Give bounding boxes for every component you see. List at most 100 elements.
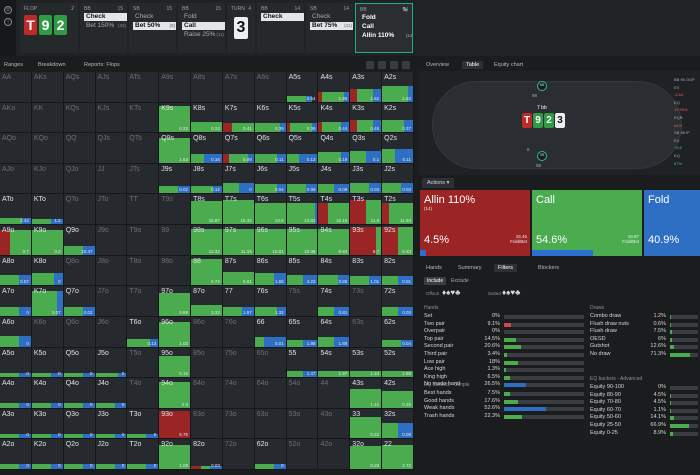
hand-cell[interactable]: A6s: [254, 72, 287, 103]
strip-action[interactable]: Check: [84, 13, 127, 21]
seat-bb[interactable]: BB: [537, 81, 547, 91]
action-fold[interactable]: Fold 40.9%: [644, 190, 700, 256]
seat-sb[interactable]: SB: [537, 151, 547, 161]
filter-row[interactable]: Flush draw nuts 0.6%: [590, 321, 698, 328]
hand-cell[interactable]: K5o 0: [31, 347, 64, 379]
hand-cell[interactable]: 42s 0.25: [382, 378, 414, 409]
filter-row[interactable]: Weak hands 52.6%: [424, 405, 584, 412]
hand-cell[interactable]: 62s 0.04: [382, 316, 414, 348]
tab-blockers[interactable]: Blockers: [538, 265, 560, 271]
hand-cell[interactable]: J4o 0: [95, 378, 128, 409]
hand-cell[interactable]: T9s: [159, 194, 192, 226]
hand-cell[interactable]: 83s 1.01: [350, 255, 383, 287]
filter-row[interactable]: Equity 0-25 8.9%: [590, 430, 698, 437]
hand-cell[interactable]: J7s 0: [222, 163, 255, 195]
hand-cell[interactable]: K7o 0.07: [31, 286, 64, 317]
view-mode-icon[interactable]: [366, 61, 374, 69]
hand-cell[interactable]: 94s 8.84: [318, 225, 351, 256]
hand-cell[interactable]: 33 0.22: [350, 408, 383, 440]
hand-cell[interactable]: K2o 0: [31, 439, 64, 470]
hand-cell[interactable]: 72o: [222, 439, 255, 470]
hand-cell[interactable]: 53s 1.24: [350, 347, 383, 379]
include-toggle[interactable]: Include: [424, 277, 447, 285]
hand-cell[interactable]: Q4s 0.19: [318, 133, 351, 164]
hand-cell[interactable]: QTo: [63, 194, 96, 226]
filter-row[interactable]: Overpair 0%: [424, 328, 584, 335]
hand-cell[interactable]: K9o 0.3: [31, 225, 64, 256]
hand-cell[interactable]: 93s 6.7: [350, 225, 383, 256]
hand-cell[interactable]: K4s 0.44: [318, 102, 351, 134]
hand-cell[interactable]: T3s 11.8: [350, 194, 383, 226]
hand-cell[interactable]: 73o: [222, 408, 255, 440]
hand-cell[interactable]: A7s: [222, 72, 255, 103]
hand-cell[interactable]: Q5s 0.13: [286, 133, 319, 164]
hand-cell[interactable]: 74s 0.81: [318, 286, 351, 317]
hand-cell[interactable]: JJ: [95, 163, 128, 195]
hand-cell[interactable]: 82o 0.03: [191, 439, 223, 470]
hand-cell[interactable]: J9s 0.02: [159, 163, 192, 195]
hand-cell[interactable]: T3o 0: [127, 408, 160, 440]
strip-action[interactable]: Check: [310, 13, 353, 21]
strip-node[interactable]: BB 14 Check: [257, 3, 304, 53]
ranges-tab[interactable]: Ranges: [4, 62, 23, 68]
hand-cell[interactable]: J8s 0.12: [191, 163, 223, 195]
strip-node[interactable]: BB 15 Fold Call Raise 25% (11): [178, 3, 225, 53]
hand-cell[interactable]: T5s 13.83: [286, 194, 319, 226]
settings-icon[interactable]: ⚙: [4, 6, 12, 14]
strip-action[interactable]: Bet 75% (11): [310, 22, 353, 30]
hand-cell[interactable]: 86s 1.58: [254, 255, 287, 287]
hand-cell[interactable]: A3o 0: [0, 408, 32, 440]
hand-cell[interactable]: T8s 15.87: [191, 194, 223, 226]
hand-cell[interactable]: J3o 0: [95, 408, 128, 440]
hand-cell[interactable]: 75o: [222, 347, 255, 379]
reports-dropdown[interactable]: Reports: Flops: [84, 62, 120, 68]
hand-cell[interactable]: K3o 0: [31, 408, 64, 440]
hand-cell[interactable]: A8o 0.07: [0, 255, 32, 287]
hand-cell[interactable]: A4o 0: [0, 378, 32, 409]
edit-icon[interactable]: ✎: [402, 7, 408, 14]
filter-row[interactable]: Good hands 17.6%: [424, 398, 584, 405]
hand-cell[interactable]: AQo: [0, 133, 32, 164]
filter-row[interactable]: Best hands 7.5%: [424, 390, 584, 397]
hand-cell[interactable]: K7s 0.41: [222, 102, 255, 134]
hand-cell[interactable]: AKs: [31, 72, 64, 103]
hand-cell[interactable]: 72s 0.03: [382, 286, 414, 317]
strip-action[interactable]: Bet 150% (33): [84, 22, 127, 30]
hand-cell[interactable]: Q2s 0.11: [382, 133, 414, 164]
hand-cell[interactable]: Q9s 1.63: [159, 133, 192, 164]
filter-row[interactable]: Low pair 18%: [424, 359, 584, 366]
strip-action[interactable]: Raise 25% (11): [182, 31, 225, 39]
hand-cell[interactable]: 44: [318, 378, 351, 409]
hand-cell[interactable]: A2s 1.62: [382, 72, 414, 103]
hand-cell[interactable]: 95o 5.15: [159, 347, 192, 379]
hand-cell[interactable]: 62o 0: [254, 439, 287, 470]
tab-table[interactable]: Table: [462, 61, 484, 69]
filter-row[interactable]: Equity 50-60 14.1%: [590, 414, 698, 421]
suited-suit-icons[interactable]: ♦♠♥♣: [502, 288, 521, 297]
hand-cell[interactable]: 43o: [318, 408, 351, 440]
hand-cell[interactable]: K9s 0.23: [159, 102, 192, 134]
info-icon[interactable]: i: [4, 18, 12, 26]
hand-cell[interactable]: J8o: [95, 255, 128, 287]
hand-cell[interactable]: KTs: [127, 102, 160, 134]
strip-action[interactable]: Check: [261, 13, 304, 21]
hand-cell[interactable]: 76o: [222, 316, 255, 348]
hand-cell[interactable]: J7o: [95, 286, 128, 317]
filter-row[interactable]: Equity 70-80 4.5%: [590, 399, 698, 406]
hand-cell[interactable]: J5s 0.09: [286, 163, 319, 195]
view-mode-icon[interactable]: [390, 61, 398, 69]
hand-cell[interactable]: 97s 11.19: [222, 225, 255, 256]
hand-cell[interactable]: 88 6.74: [191, 255, 223, 287]
filter-row[interactable]: Equity 60-70 1.1%: [590, 407, 698, 414]
hand-cell[interactable]: 99: [159, 225, 192, 256]
filter-row[interactable]: No made hand 26.5%: [424, 381, 584, 388]
tab-summary[interactable]: Summary: [458, 265, 482, 271]
hand-cell[interactable]: A3s 1.62: [350, 72, 383, 103]
hand-cell[interactable]: K8s 0.23: [191, 102, 223, 134]
hand-cell[interactable]: A8s: [191, 72, 223, 103]
hand-cell[interactable]: AKo: [0, 102, 32, 134]
hand-cell[interactable]: KQo: [31, 133, 64, 164]
hand-cell[interactable]: T8o: [127, 255, 160, 287]
hand-cell[interactable]: A9s: [159, 72, 192, 103]
hand-cell[interactable]: T4s 16.16: [318, 194, 351, 226]
